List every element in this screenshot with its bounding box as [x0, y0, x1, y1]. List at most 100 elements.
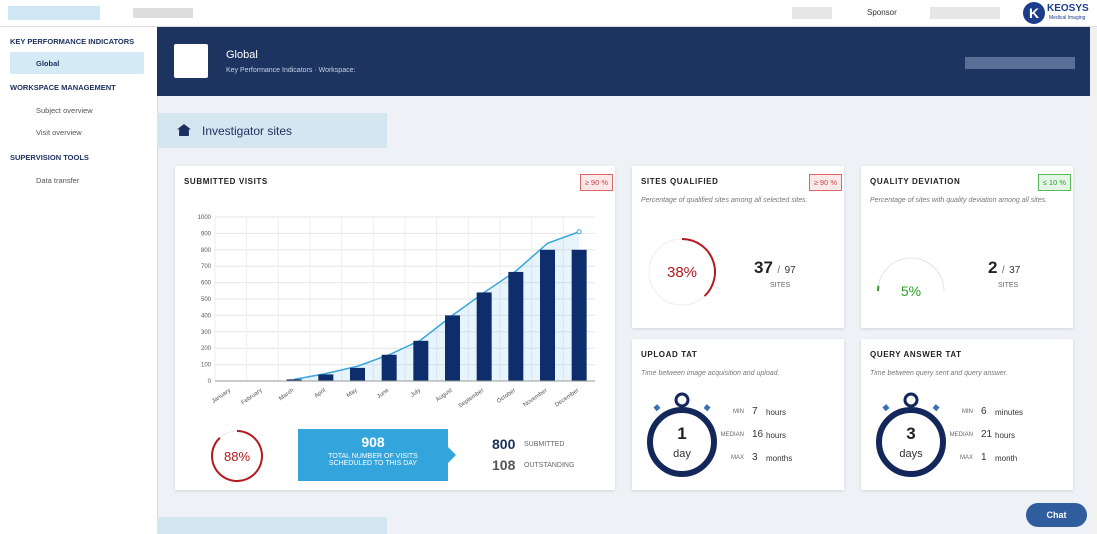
- stopwatch-knob: [903, 392, 919, 408]
- sidebar-section: WORKSPACE MANAGEMENT: [10, 83, 116, 92]
- tat-value: 1: [677, 424, 686, 443]
- app-logo: [8, 6, 100, 20]
- target-badge: ≤ 10 %: [1037, 174, 1071, 191]
- bar: [445, 315, 460, 381]
- y-tick-label: 1000: [198, 215, 212, 221]
- y-tick-label: 300: [201, 330, 212, 336]
- chat-button[interactable]: Chat: [1026, 503, 1087, 527]
- bar: [540, 249, 555, 381]
- stat-label: MIN: [962, 409, 973, 415]
- card-description: Percentage of qualified sites among all …: [641, 197, 808, 204]
- home-icon: [177, 124, 191, 136]
- stat-value: 16: [752, 429, 764, 440]
- bar: [286, 379, 302, 381]
- active-item-bg: [10, 52, 144, 74]
- x-tick-label: August: [435, 388, 454, 404]
- bar: [350, 367, 365, 381]
- stat-label: MAX: [730, 455, 744, 461]
- chart: 0 100 200 300 400 500 600 700 800 900 1000 January F…: [198, 215, 595, 482]
- percent-label: 88%: [224, 449, 250, 464]
- unit: SITES: [998, 282, 1019, 289]
- tat-unit: days: [899, 448, 923, 460]
- card-quality-deviation: QUALITY DEVIATION ≤ 10 % Percentage of s…: [861, 166, 1073, 328]
- target-badge: ≥ 90 %: [579, 174, 613, 191]
- topbar: Sponsor K KEOSYS Medical Imaging: [0, 0, 1097, 27]
- section-title: Investigator sites: [202, 124, 293, 138]
- stat-label: MAX: [959, 455, 973, 461]
- role-menu[interactable]: Sponsor: [867, 8, 897, 17]
- header-icon: [174, 44, 208, 78]
- nav-item[interactable]: Global: [36, 59, 60, 68]
- card-upload-tat: UPLOAD TAT Time between image acquisition…: [632, 339, 844, 490]
- card-title: QUERY ANSWER TAT: [870, 350, 962, 359]
- submitted-value: 800: [492, 436, 516, 452]
- stopwatch-tick: [703, 404, 711, 412]
- x-tick-label: November: [523, 388, 549, 409]
- x-tick-label: January: [211, 388, 232, 405]
- stat-label: MEDIAN: [720, 432, 744, 438]
- nav-item[interactable]: Subject overview: [36, 106, 93, 115]
- total-arrow: [448, 447, 456, 463]
- bar: [413, 340, 429, 381]
- separator: /: [777, 265, 781, 276]
- stopwatch: 3 days: [876, 392, 946, 477]
- gauge: 5%: [877, 257, 945, 299]
- stat-label: MIN: [733, 409, 744, 415]
- gauge-track: [877, 257, 945, 292]
- tat-unit: day: [673, 448, 691, 460]
- card-query-answer-tat: QUERY ANSWER TAT Time between query sent …: [861, 339, 1073, 490]
- bar: [476, 292, 492, 381]
- sidebar-section: SUPERVISION TOOLS: [10, 153, 89, 162]
- section-tab: Investigator sites: [157, 113, 387, 148]
- gauge: 38%: [648, 238, 716, 306]
- blurred-text: [965, 57, 1075, 69]
- x-tick-label: May: [346, 388, 359, 399]
- unit: SITES: [770, 282, 791, 289]
- scrollbar[interactable]: [1090, 27, 1097, 534]
- bar: [318, 374, 334, 381]
- percent-label: 38%: [667, 264, 697, 281]
- blurred-text: [133, 8, 193, 18]
- bar: [571, 249, 587, 381]
- stat-unit: months: [766, 454, 793, 463]
- x-tick-label: September: [458, 388, 485, 410]
- sidebar-section: KEY PERFORMANCE INDICATORS: [10, 37, 135, 46]
- chat-label: Chat: [1046, 510, 1067, 520]
- x-tick-label: June: [376, 387, 391, 400]
- total: 37: [1009, 265, 1021, 276]
- stat-value: 1: [981, 452, 987, 463]
- stopwatch-tick: [882, 404, 890, 412]
- y-tick-label: 0: [208, 379, 212, 385]
- header-subtitle: Key Performance Indicators · Workspace:: [226, 67, 356, 74]
- bar: [381, 354, 397, 381]
- y-tick-label: 100: [201, 363, 212, 369]
- card-submitted-visits: SUBMITTED VISITS ≥ 90 % 0 100 200 300 400 500…: [175, 166, 615, 490]
- stat-value: 6: [981, 406, 987, 417]
- nav-item[interactable]: Data transfer: [36, 176, 80, 185]
- logo-sub: Medical Imaging: [1049, 15, 1086, 21]
- logo-icon: K: [1023, 2, 1045, 24]
- stat-unit: hours: [766, 431, 787, 440]
- y-tick-label: 200: [201, 346, 212, 352]
- stopwatch-knob: [674, 392, 690, 408]
- site-count: 37 / 97: [754, 258, 796, 278]
- count: 2: [988, 258, 998, 277]
- nav-item[interactable]: Visit overview: [36, 128, 82, 137]
- y-tick-label: 800: [201, 248, 212, 254]
- stat-unit: hours: [766, 408, 787, 417]
- stat-unit: month: [995, 454, 1018, 463]
- y-tick-label: 500: [201, 297, 212, 303]
- x-tick-label: December: [554, 388, 580, 409]
- ring-arc: [681, 238, 716, 297]
- card-title: SUBMITTED VISITS: [184, 177, 268, 186]
- card-sites-qualified: SITES QUALIFIED ≥ 90 % Percentage of qua…: [632, 166, 844, 328]
- header-title: Global: [226, 49, 258, 61]
- tat-value: 3: [906, 424, 915, 443]
- total-box: 908 TOTAL NUMBER OF VISITS SCHEDULED TO …: [298, 429, 448, 481]
- submitted-label: SUBMITTED: [524, 441, 565, 448]
- total: 97: [784, 265, 796, 276]
- card-title: UPLOAD TAT: [641, 350, 698, 359]
- stat-label: MEDIAN: [949, 432, 973, 438]
- y-tick-label: 900: [201, 231, 212, 237]
